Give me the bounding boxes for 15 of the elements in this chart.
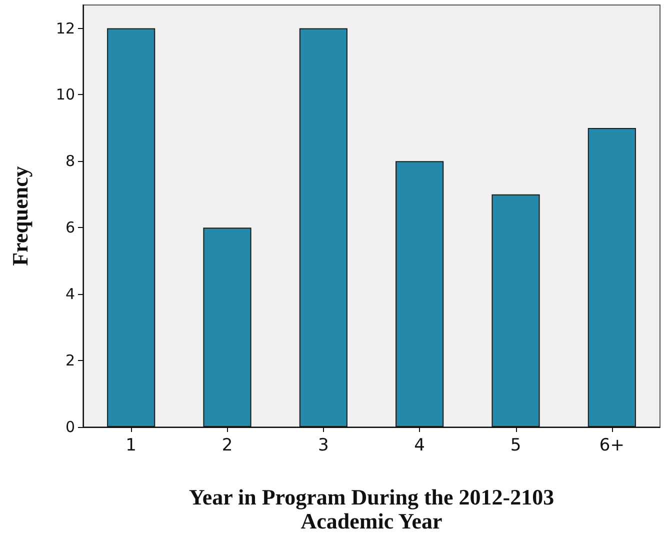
y-tick-label: 4 <box>65 285 75 304</box>
y-tick-label: 0 <box>65 418 75 436</box>
y-tick-label: 6 <box>65 218 75 237</box>
y-tick-label: 12 <box>56 19 75 38</box>
x-tick-label: 6+ <box>599 436 624 456</box>
y-axis-title: Frequency <box>8 166 32 266</box>
y-tick-label: 8 <box>65 152 75 170</box>
y-tick-label: 10 <box>56 86 75 104</box>
x-tick-label: 1 <box>126 436 136 456</box>
x-tick-label: 2 <box>222 436 233 456</box>
x-tick-label: 3 <box>318 436 329 456</box>
x-tick-label: 5 <box>510 436 522 456</box>
x-tick-label: 4 <box>414 436 425 456</box>
x-axis-title: Year in Program During the 2012-2103 Academic Year <box>188 484 554 534</box>
y-tick-label: 2 <box>65 352 75 370</box>
